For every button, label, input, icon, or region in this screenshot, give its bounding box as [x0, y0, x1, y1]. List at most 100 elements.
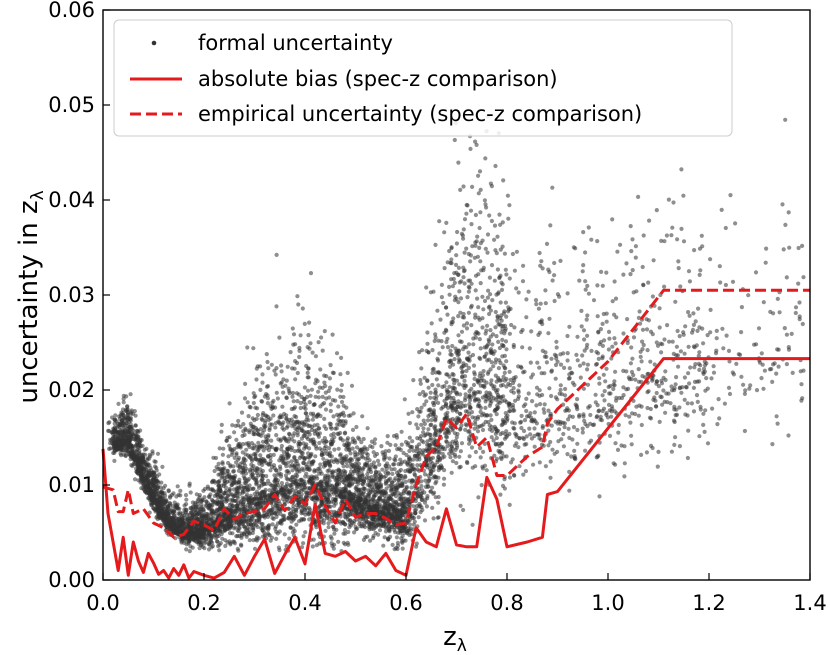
scatter-point: [240, 450, 245, 455]
scatter-point: [537, 388, 542, 393]
scatter-point: [622, 461, 627, 466]
scatter-point: [375, 458, 381, 463]
scatter-point: [686, 310, 691, 315]
scatter-point: [775, 421, 780, 426]
scatter-point: [320, 402, 325, 407]
scatter-point: [449, 277, 454, 282]
scatter-point: [377, 528, 383, 533]
scatter-point: [652, 362, 657, 367]
scatter-point: [663, 369, 668, 374]
scatter-point: [548, 459, 553, 464]
scatter-point: [629, 433, 634, 438]
scatter-point: [492, 223, 498, 228]
scatter-point: [420, 507, 425, 513]
scatter-point: [424, 285, 429, 290]
scatter-point: [152, 459, 157, 464]
scatter-point: [444, 328, 449, 333]
scatter-point: [490, 298, 495, 303]
scatter-point: [466, 365, 471, 370]
scatter-point: [693, 362, 698, 367]
scatter-point: [580, 353, 585, 358]
scatter-point: [265, 401, 270, 406]
scatter-point: [415, 426, 420, 431]
scatter-point: [472, 426, 477, 431]
scatter-point: [239, 535, 244, 540]
scatter-point: [445, 372, 450, 377]
scatter-point: [520, 279, 526, 284]
scatter-point: [290, 394, 295, 399]
scatter-point: [619, 395, 625, 401]
scatter-point: [325, 468, 330, 474]
scatter-point: [316, 340, 321, 345]
scatter-point: [305, 370, 310, 375]
scatter-point: [372, 441, 377, 446]
scatter-point: [697, 272, 702, 277]
scatter-point: [640, 347, 645, 352]
scatter-point: [800, 321, 805, 327]
scatter-point: [689, 401, 695, 406]
scatter-point: [521, 428, 527, 434]
scatter-point: [469, 386, 474, 391]
scatter-point: [777, 310, 782, 315]
scatter-point: [657, 306, 662, 311]
scatter-point: [433, 332, 438, 337]
scatter-point: [507, 409, 512, 414]
scatter-point: [570, 371, 575, 376]
scatter-point: [386, 470, 391, 475]
scatter-point: [527, 346, 532, 351]
scatter-point: [516, 290, 521, 295]
scatter-point: [631, 335, 637, 340]
scatter-point: [447, 441, 453, 446]
scatter-point: [461, 323, 466, 328]
scatter-point: [426, 414, 431, 419]
scatter-point: [534, 385, 540, 390]
scatter-point: [628, 420, 633, 425]
scatter-point: [496, 322, 501, 327]
scatter-point: [500, 327, 505, 332]
scatter-point: [303, 474, 308, 479]
scatter-point: [641, 233, 646, 238]
scatter-point: [307, 346, 312, 351]
scatter-point: [558, 352, 563, 357]
scatter-point: [478, 259, 483, 264]
scatter-point: [714, 348, 719, 353]
scatter-point: [705, 386, 710, 391]
scatter-point: [242, 480, 247, 486]
scatter-point: [284, 395, 289, 401]
scatter-point: [459, 329, 465, 334]
scatter-point: [572, 448, 577, 453]
scatter-point: [269, 362, 274, 367]
scatter-point: [418, 378, 423, 383]
scatter-point: [610, 344, 615, 349]
scatter-point: [111, 435, 116, 440]
scatter-point: [216, 487, 221, 492]
scatter-point: [485, 295, 490, 300]
scatter-point: [436, 383, 441, 388]
scatter-point: [254, 416, 259, 421]
scatter-point: [265, 384, 271, 389]
scatter-point: [352, 530, 357, 535]
scatter-point: [699, 233, 704, 238]
scatter-point: [776, 364, 781, 369]
scatter-point: [489, 425, 494, 430]
scatter-point: [611, 386, 616, 392]
scatter-point: [628, 224, 633, 229]
scatter-point: [232, 455, 237, 460]
scatter-point: [495, 234, 500, 239]
scatter-point: [323, 528, 328, 534]
scatter-point: [333, 426, 338, 431]
scatter-point: [614, 398, 619, 403]
scatter-point: [498, 300, 503, 305]
scatter-point: [596, 409, 601, 414]
scatter-point: [701, 371, 706, 376]
scatter-point: [339, 388, 344, 393]
scatter-point: [301, 534, 306, 539]
scatter-point: [481, 307, 486, 312]
scatter-point: [524, 442, 529, 447]
scatter-point: [524, 396, 529, 401]
scatter-point: [781, 247, 786, 252]
scatter-point: [514, 249, 520, 254]
scatter-point: [565, 351, 570, 356]
scatter-point: [507, 502, 512, 507]
scatter-point: [310, 496, 315, 501]
